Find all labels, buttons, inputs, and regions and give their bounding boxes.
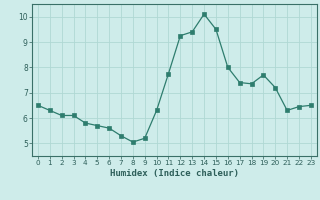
X-axis label: Humidex (Indice chaleur): Humidex (Indice chaleur) — [110, 169, 239, 178]
